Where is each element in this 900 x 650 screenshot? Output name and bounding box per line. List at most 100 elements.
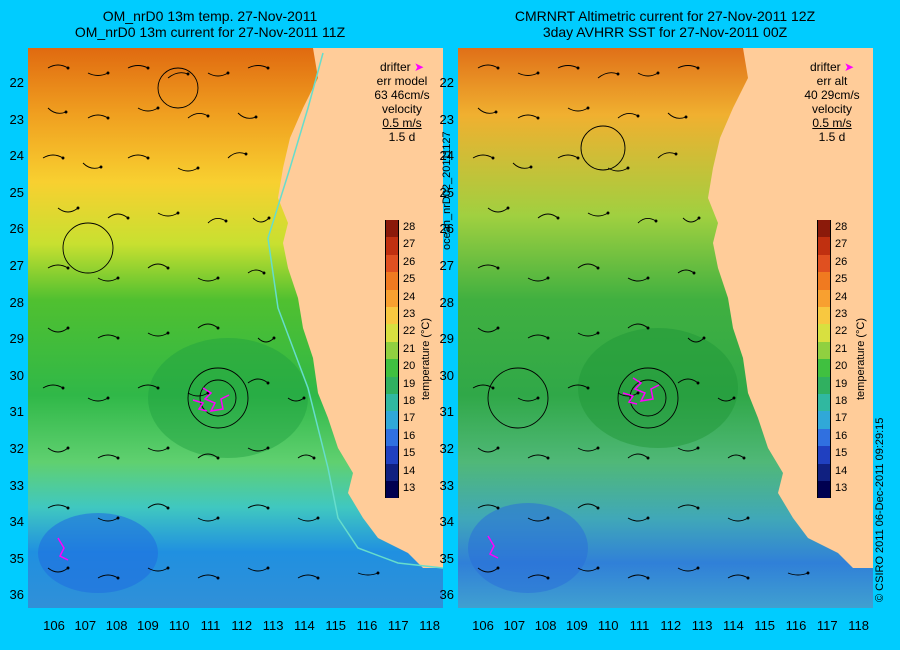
lat-tick-label: 22 [439,75,454,90]
lat-tick-label: 31 [9,404,24,420]
velocity-value: 0.5 m/s [812,116,852,130]
lon-tick-label: 115 [325,618,347,633]
land-mass [708,48,873,568]
lon-tick-label: 116 [785,618,807,633]
colorbar-swatch [385,359,399,377]
colorbar-swatch [817,411,831,429]
colorbar-tick-label: 27 [835,238,848,251]
colorbar-tick-label: 24 [403,290,416,303]
lon-tick-label: 108 [105,618,128,633]
left-title-line2: OM_nrD0 13m current for 27-Nov-2011 11Z [74,24,346,40]
colorbar-swatch [385,272,399,290]
lat-tick-label: 24 [439,148,454,164]
err-label: err model [376,74,428,88]
colorbar-swatch [817,359,831,377]
lon-tick-label: 118 [419,618,440,633]
lon-tick-label: 114 [723,618,744,633]
colorbar-tick-label: 25 [835,273,848,286]
lon-tick-label: 116 [356,618,378,633]
lat-tick-label: 30 [9,367,24,383]
colorbar-tick-label: 14 [403,464,416,477]
lon-tick-label: 117 [816,618,838,633]
colorbar-swatch [817,307,831,325]
right-map [458,48,873,608]
colorbar-tick-label: 17 [403,412,416,425]
colorbar-tick-label: 19 [403,377,416,390]
lat-tick-label: 26 [439,221,454,237]
colorbar-tick-label: 21 [403,342,416,355]
colorbar-tick-label: 15 [403,447,416,460]
colorbar-tick-label: 26 [835,255,848,268]
colorbar-tick-label: 25 [403,273,416,286]
lon-tick-label: 109 [566,618,588,633]
colorbar-tick-label: 26 [403,255,416,268]
right-title-line1: CMRNRT Altimetric current for 27-Nov-201… [514,8,816,24]
lat-tick-label: 23 [9,111,24,127]
lat-tick-label: 30 [439,367,454,383]
colorbar-swatch [817,341,831,360]
right-legend: drifter ➤ err alt 40 29cm/s velocity 0.5… [792,60,872,144]
velocity-label: velocity [811,102,852,116]
colorbar-tick-label: 17 [835,412,848,425]
lat-tick-label: 23 [439,111,454,127]
colorbar-tick-label: 14 [835,464,848,477]
colorbar-swatch [385,463,399,481]
colorbar-tick-label: 13 [403,482,416,494]
lat-tick-label: 33 [9,477,24,493]
lat-tick-label: 31 [439,404,454,420]
colorbar-tick-label: 13 [835,482,848,494]
colorbar-tick-label: 20 [835,360,848,373]
lat-tick-label: 28 [9,294,24,310]
err-label: err alt [816,74,848,88]
lon-tick-label: 108 [534,618,557,633]
lon-tick-label: 114 [294,618,315,633]
colorbar-swatch [385,341,399,360]
colorbar-swatch [817,272,831,290]
drifter-arrow-icon: ➤ [413,60,425,74]
lat-tick-label: 34 [9,514,24,530]
left-legend: drifter ➤ err model 63 46cm/s velocity 0… [362,60,442,144]
lat-tick-label: 36 [9,587,24,603]
lat-tick-label: 35 [439,550,454,566]
velocity-value: 0.5 m/s [382,116,422,130]
colorbar-swatch [817,428,831,447]
lat-tick-label: 25 [439,184,454,200]
colorbar-swatch [385,289,399,307]
lon-tick-label: 118 [848,618,869,633]
colorbar-swatch [385,411,399,429]
lon-tick-label: 110 [597,618,619,633]
drifter-tracks [57,387,230,561]
colorbar-tick-label: 18 [403,395,416,407]
colorbar-swatch [385,481,399,499]
colorbar-tick-label: 28 [835,221,848,233]
colorbar-tick-label: 28 [403,221,416,233]
lon-tick-label: 111 [629,618,650,633]
lon-tick-label: 111 [200,618,221,633]
colorbar-tick-label: 22 [403,325,416,338]
colorbar-tick-label: 15 [835,447,848,460]
colorbar-tick-label: 23 [835,308,848,320]
err-value: 63 46cm/s [374,88,430,102]
colorbar-tick-label: 21 [835,342,848,355]
colorbar-swatch [817,463,831,481]
colorbar-title-right: temperature (°C) [855,317,867,400]
lat-tick-label: 34 [439,514,454,530]
err-value: 40 29cm/s [804,88,860,102]
colorbar-swatch [817,237,831,255]
right-title-line2: 3day AVHRR SST for 27-Nov-2011 00Z [542,24,788,40]
lon-tick-label: 106 [43,618,65,633]
current-vectors [472,64,810,580]
drifter-label: drifter [379,60,411,74]
lon-tick-label: 106 [472,618,494,633]
colorbar-swatch [385,394,399,412]
right-title: CMRNRT Altimetric current for 27-Nov-201… [455,8,875,40]
colorbar-swatch [817,394,831,412]
colorbar-swatch [817,446,831,464]
lat-tick-label: 27 [9,258,24,273]
colorbar-swatch [817,324,831,342]
lon-tick-label: 112 [231,618,253,633]
colorbar-title-left: temperature (°C) [420,317,432,400]
lat-tick-label: 28 [439,294,454,310]
colorbar-tick-label: 20 [403,360,416,373]
credit-label: © CSIRO 2011 06-Dec-2011 09:29:15 [874,417,886,602]
